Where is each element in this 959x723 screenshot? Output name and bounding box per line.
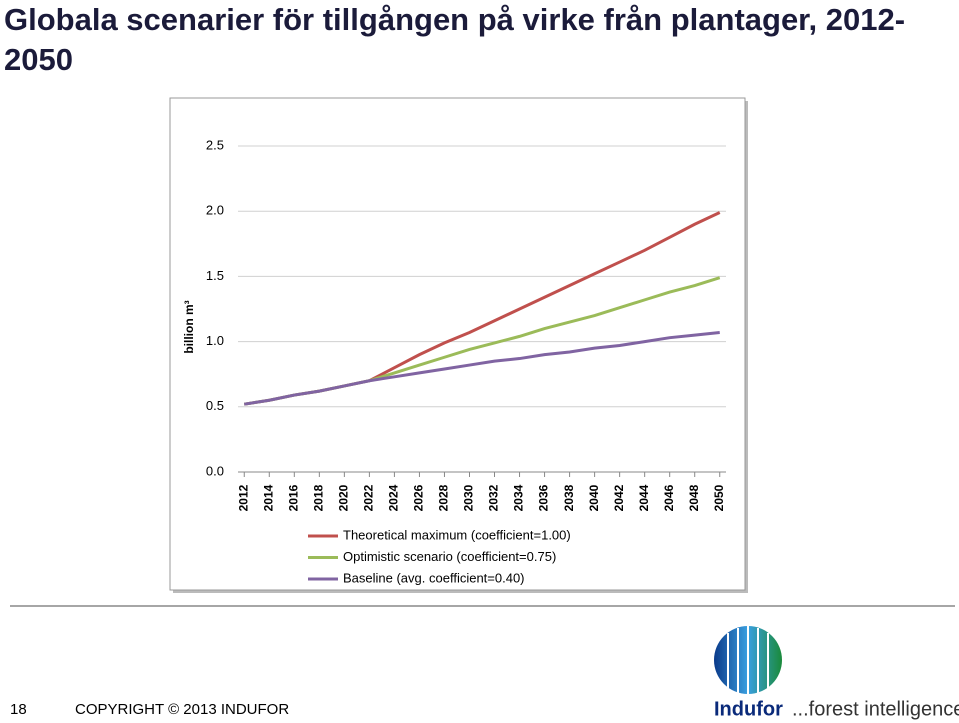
y-axis-label: billion m³ <box>182 300 196 353</box>
x-tick-label: 2016 <box>286 484 300 511</box>
x-tick-label: 2012 <box>236 484 250 511</box>
x-tick-label: 2048 <box>687 484 701 511</box>
x-tick-label: 2024 <box>387 484 401 511</box>
y-tick-label: 2.5 <box>206 137 224 152</box>
legend-label: Baseline (avg. coefficient=0.40) <box>343 570 525 585</box>
x-tick-label: 2026 <box>412 484 426 511</box>
x-tick-label: 2036 <box>537 484 551 511</box>
x-tick-label: 2018 <box>312 484 326 511</box>
y-tick-label: 1.0 <box>206 333 224 348</box>
legend-label: Theoretical maximum (coefficient=1.00) <box>343 527 571 542</box>
x-tick-label: 2038 <box>562 484 576 511</box>
x-tick-label: 2032 <box>487 484 501 511</box>
copyright: COPYRIGHT © 2013 INDUFOR <box>75 701 289 718</box>
x-tick-label: 2040 <box>587 484 601 511</box>
y-tick-label: 2.0 <box>206 203 224 218</box>
x-tick-label: 2020 <box>337 484 351 511</box>
y-tick-label: 0.5 <box>206 398 224 413</box>
brand: Indufor <box>714 698 783 720</box>
legend-label: Optimistic scenario (coefficient=0.75) <box>343 549 556 564</box>
x-tick-label: 2030 <box>462 484 476 511</box>
x-tick-label: 2050 <box>712 484 726 511</box>
y-tick-label: 0.0 <box>206 463 224 478</box>
page-number: 18 <box>10 701 27 718</box>
slide-title: Globala scenarier för tillgången på virk… <box>4 2 906 77</box>
chart-frame <box>169 97 746 591</box>
x-tick-label: 2028 <box>437 484 451 511</box>
x-tick-label: 2034 <box>512 484 526 511</box>
x-tick-label: 2044 <box>637 484 651 511</box>
y-tick-label: 1.5 <box>206 268 224 283</box>
tagline: ...forest intelligence <box>792 698 959 720</box>
x-tick-label: 2022 <box>362 484 376 511</box>
x-tick-label: 2042 <box>612 484 626 511</box>
x-tick-label: 2014 <box>261 484 275 511</box>
series-line <box>244 330 720 406</box>
x-tick-label: 2046 <box>662 484 676 511</box>
logo-stripes <box>727 626 769 694</box>
